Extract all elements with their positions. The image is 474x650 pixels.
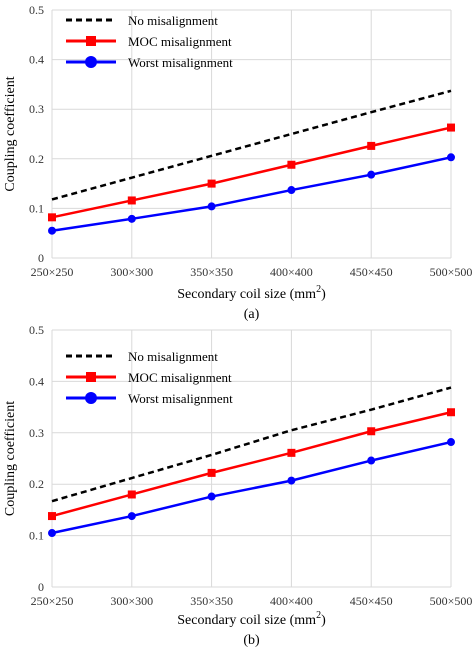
x-axis-title: Secondary coil size (mm2) — [177, 610, 326, 628]
x-tick-label: 300×300 — [110, 594, 153, 608]
panel-label: (b) — [243, 633, 260, 648]
data-point-square — [127, 490, 136, 499]
y-tick-label: 0.1 — [29, 201, 44, 215]
data-point-circle — [127, 512, 136, 521]
x-axis-title: Secondary coil size (mm2) — [177, 284, 326, 302]
x-tick-label: 450×450 — [350, 265, 393, 279]
data-point-square — [48, 512, 56, 521]
x-tick-label: 400×400 — [270, 594, 313, 608]
data-point-circle — [127, 214, 136, 223]
legend-label: MOC misalignment — [128, 370, 232, 385]
data-point-square — [207, 179, 216, 188]
y-axis-title: Coupling coefficient — [3, 401, 18, 516]
x-tick-label: 300×300 — [110, 265, 153, 279]
data-point-circle — [48, 529, 56, 538]
x-tick-label: 250×250 — [31, 265, 74, 279]
x-tick-label: 500×500 — [430, 265, 473, 279]
x-tick-label: 250×250 — [31, 594, 74, 608]
legend-label: No misalignment — [128, 349, 218, 364]
y-tick-label: 0.4 — [29, 374, 44, 388]
data-point-circle — [287, 476, 296, 485]
data-point-square — [447, 123, 455, 132]
data-point-square — [367, 141, 376, 150]
data-point-circle — [367, 170, 376, 179]
data-point-circle — [207, 202, 216, 211]
x-tick-label: 350×350 — [190, 594, 233, 608]
chart-panel-a: 0 0.1 0.2 0.3 0.4 0.5 250×250 300×300 350×350 400… — [0, 0, 474, 324]
y-tick-label: 0.1 — [29, 529, 44, 543]
data-point-circle — [447, 438, 455, 447]
series-line-2 — [51, 156, 452, 232]
y-tick-label: 0.2 — [29, 477, 44, 491]
panel-label: (a) — [244, 307, 260, 322]
y-tick-label: 0 — [38, 251, 44, 265]
series-line-0 — [51, 89, 452, 201]
series-line-0 — [51, 386, 452, 503]
data-point-square — [127, 196, 136, 205]
x-axis-title-superscript: 2 — [316, 284, 321, 295]
data-point-circle — [48, 226, 56, 235]
legend-marker-square — [86, 36, 96, 46]
series-line-2 — [51, 440, 452, 535]
x-axis-title-text: Secondary coil size (mm — [177, 287, 316, 302]
y-tick-label: 0.4 — [29, 53, 44, 67]
y-tick-label: 0.3 — [29, 102, 44, 116]
x-axis-title-superscript: 2 — [316, 610, 321, 621]
legend-label: No misalignment — [128, 13, 218, 28]
y-axis-title: Coupling coefficient — [3, 76, 18, 191]
x-tick-label: 500×500 — [430, 594, 473, 608]
series-line-1 — [51, 411, 452, 518]
data-point-square — [287, 160, 296, 169]
legend-label: Worst misalignment — [128, 391, 233, 406]
legend-marker-square — [86, 372, 96, 382]
series-line-1 — [51, 126, 452, 219]
data-point-square — [287, 448, 296, 457]
legend-marker-circle — [85, 392, 97, 404]
chart-panel-b: 0 0.1 0.2 0.3 0.4 0.5 250×250 300×300 350×350 400… — [0, 326, 474, 650]
x-tick-label: 350×350 — [190, 265, 233, 279]
data-point-circle — [447, 153, 455, 162]
legend-label: Worst misalignment — [128, 55, 233, 70]
y-tick-label: 0.5 — [29, 3, 44, 17]
x-tick-label: 400×400 — [270, 265, 313, 279]
y-tick-label: 0.3 — [29, 426, 44, 440]
data-point-square — [207, 468, 216, 477]
x-axis-title-end: ) — [321, 613, 326, 628]
y-tick-label: 0.5 — [29, 326, 44, 337]
y-tick-label: 0.2 — [29, 152, 44, 166]
coupling-chart-b: 0 0.1 0.2 0.3 0.4 0.5 250×250 300×300 350×350 400… — [3, 326, 473, 648]
legend-label: MOC misalignment — [128, 34, 232, 49]
data-point-circle — [367, 456, 376, 465]
data-point-circle — [287, 186, 296, 195]
data-point-square — [48, 213, 56, 222]
coupling-chart-a: 0 0.1 0.2 0.3 0.4 0.5 250×250 300×300 350×350 400… — [3, 3, 473, 322]
data-point-circle — [207, 492, 216, 501]
x-tick-label: 450×450 — [350, 594, 393, 608]
y-tick-label: 0 — [38, 580, 44, 594]
data-point-square — [367, 427, 376, 436]
x-axis-title-text: Secondary coil size (mm — [177, 613, 316, 628]
x-axis-title-end: ) — [321, 287, 326, 302]
legend-marker-circle — [85, 56, 97, 68]
data-point-square — [447, 408, 455, 417]
